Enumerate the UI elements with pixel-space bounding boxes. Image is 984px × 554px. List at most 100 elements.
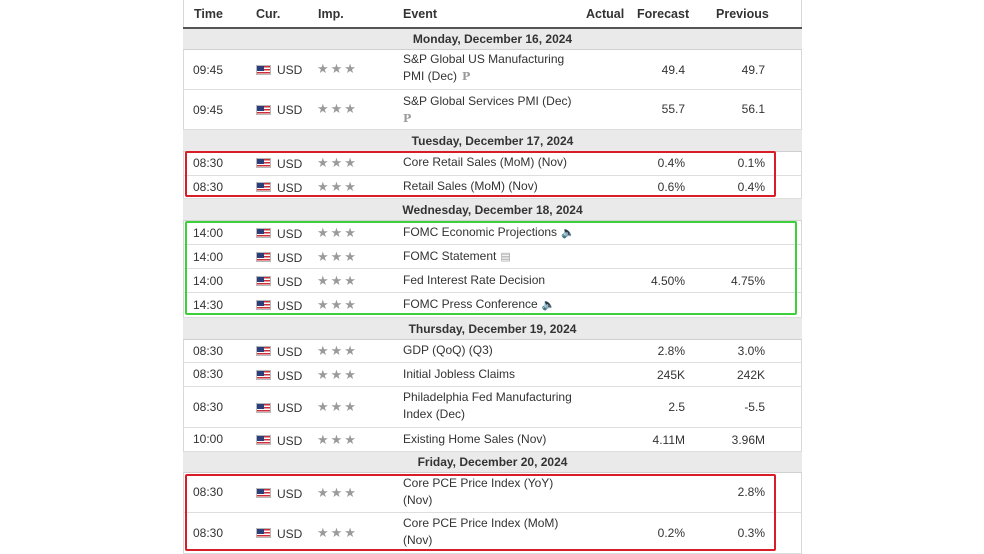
- event-currency: USD: [277, 181, 303, 195]
- event-row[interactable]: 14:00 USD ★★★ FOMC Economic Projections 🔈: [183, 221, 802, 245]
- event-row[interactable]: 14:00 USD ★★★ FOMC Statement ▤: [183, 245, 802, 269]
- importance-stars: ★★★: [317, 61, 358, 76]
- event-time: 08:30: [193, 367, 224, 381]
- event-name[interactable]: S&P Global US Manufacturing PMI (Dec) P: [403, 52, 565, 83]
- event-previous: 3.0%: [737, 344, 765, 358]
- event-name[interactable]: Core PCE Price Index (MoM) (Nov): [403, 516, 559, 547]
- col-forecast[interactable]: Forecast: [637, 7, 690, 21]
- event-time: 10:00: [193, 432, 224, 446]
- day-header: Friday, December 20, 2024: [183, 452, 802, 473]
- importance-stars: ★★★: [317, 485, 358, 500]
- event-row[interactable]: 09:45 USD ★★★ S&P Global Services PMI (D…: [183, 90, 802, 130]
- event-row[interactable]: 14:00 USD ★★★ Fed Interest Rate Decision…: [183, 269, 802, 293]
- event-time: 08:30: [193, 180, 224, 194]
- event-name[interactable]: FOMC Statement ▤: [403, 249, 511, 263]
- event-currency: USD: [277, 251, 303, 265]
- us-flag-icon: [256, 182, 271, 192]
- importance-stars: ★★★: [317, 249, 358, 264]
- speaker-icon[interactable]: 🔈: [561, 227, 575, 239]
- event-currency: USD: [277, 401, 303, 415]
- col-currency[interactable]: Cur.: [256, 7, 281, 21]
- importance-stars: ★★★: [317, 225, 358, 240]
- event-time: 08:30: [193, 156, 224, 170]
- event-name[interactable]: Core Retail Sales (MoM) (Nov): [403, 155, 568, 169]
- event-currency: USD: [277, 157, 303, 171]
- event-row[interactable]: 08:30 USD ★★★ Retail Sales (MoM) (Nov) 0…: [183, 176, 802, 199]
- day-header: Tuesday, December 17, 2024: [183, 130, 802, 152]
- col-previous[interactable]: Previous: [716, 7, 769, 21]
- event-forecast: 4.11M: [652, 433, 685, 447]
- event-previous: 0.3%: [737, 526, 765, 540]
- event-currency: USD: [277, 227, 303, 241]
- us-flag-icon: [256, 403, 271, 413]
- event-time: 14:30: [193, 298, 224, 312]
- event-name[interactable]: Core PCE Price Index (YoY) (Nov): [403, 476, 554, 507]
- economic-calendar: Time Cur. Imp. Event Actual Forecast Pre…: [183, 0, 802, 554]
- event-row[interactable]: 08:30 USD ★★★ Core PCE Price Index (YoY)…: [183, 473, 802, 513]
- us-flag-icon: [256, 105, 271, 115]
- us-flag-icon: [256, 488, 271, 498]
- col-time[interactable]: Time: [194, 7, 223, 21]
- event-previous: 3.96M: [731, 433, 765, 447]
- importance-stars: ★★★: [317, 367, 358, 382]
- event-forecast: 4.50%: [650, 274, 685, 288]
- event-name[interactable]: Philadelphia Fed Manufacturing Index (Dec…: [403, 390, 572, 421]
- col-event[interactable]: Event: [403, 7, 438, 21]
- event-row[interactable]: 08:30 USD ★★★ Philadelphia Fed Manufactu…: [183, 387, 802, 428]
- us-flag-icon: [256, 435, 271, 445]
- event-previous: 2.8%: [737, 485, 765, 499]
- event-previous: 49.7: [741, 63, 765, 77]
- document-icon[interactable]: ▤: [500, 251, 511, 263]
- event-forecast: 0.4%: [657, 156, 685, 170]
- event-forecast: 49.4: [661, 63, 685, 77]
- event-currency: USD: [277, 63, 303, 77]
- event-previous: 56.1: [741, 102, 765, 116]
- event-time: 14:00: [193, 274, 224, 288]
- event-currency: USD: [277, 275, 303, 289]
- event-time: 09:45: [193, 63, 224, 77]
- event-row[interactable]: 08:30 USD ★★★ GDP (QoQ) (Q3) 2.8% 3.0%: [183, 340, 802, 363]
- us-flag-icon: [256, 346, 271, 356]
- event-forecast: 2.8%: [657, 344, 685, 358]
- event-currency: USD: [277, 527, 303, 541]
- calendar-right-border: [801, 0, 802, 554]
- calendar-left-border: [183, 0, 184, 554]
- event-currency: USD: [277, 345, 303, 359]
- event-forecast: 2.5: [668, 400, 685, 414]
- event-name[interactable]: Initial Jobless Claims: [403, 367, 516, 381]
- event-currency: USD: [277, 103, 303, 117]
- event-row[interactable]: 08:30 USD ★★★ Initial Jobless Claims 245…: [183, 363, 802, 387]
- event-row[interactable]: 08:30 USD ★★★ Core Retail Sales (MoM) (N…: [183, 152, 802, 176]
- event-row[interactable]: 14:30 USD ★★★ FOMC Press Conference 🔈: [183, 293, 802, 318]
- us-flag-icon: [256, 528, 271, 538]
- event-currency: USD: [277, 487, 303, 501]
- event-name[interactable]: S&P Global Services PMI (Dec) P: [403, 94, 572, 125]
- event-name[interactable]: FOMC Economic Projections 🔈: [403, 225, 575, 239]
- importance-stars: ★★★: [317, 273, 358, 288]
- importance-stars: ★★★: [317, 525, 358, 540]
- event-row[interactable]: 10:00 USD ★★★ Existing Home Sales (Nov) …: [183, 428, 802, 452]
- event-time: 14:00: [193, 226, 224, 240]
- event-forecast: 0.2%: [657, 526, 685, 540]
- us-flag-icon: [256, 158, 271, 168]
- col-importance[interactable]: Imp.: [318, 7, 344, 21]
- event-previous: 242K: [736, 368, 765, 382]
- event-currency: USD: [277, 369, 303, 383]
- event-previous: -5.5: [744, 400, 765, 414]
- highlight-box-fomc: [185, 221, 797, 315]
- event-name[interactable]: GDP (QoQ) (Q3): [403, 343, 493, 357]
- event-name[interactable]: Retail Sales (MoM) (Nov): [403, 179, 538, 193]
- event-currency: USD: [277, 299, 303, 313]
- importance-stars: ★★★: [317, 297, 358, 312]
- event-row[interactable]: 09:45 USD ★★★ S&P Global US Manufacturin…: [183, 50, 802, 90]
- day-header: Thursday, December 19, 2024: [183, 318, 802, 340]
- event-name[interactable]: FOMC Press Conference 🔈: [403, 297, 556, 311]
- highlight-box-retail-sales: [185, 151, 776, 197]
- event-name[interactable]: Existing Home Sales (Nov): [403, 432, 547, 446]
- speaker-icon[interactable]: 🔈: [541, 299, 556, 311]
- importance-stars: ★★★: [317, 432, 358, 447]
- event-forecast: 55.7: [661, 102, 685, 116]
- col-actual[interactable]: Actual: [586, 7, 625, 21]
- importance-stars: ★★★: [317, 399, 358, 414]
- event-name[interactable]: Fed Interest Rate Decision: [403, 273, 546, 287]
